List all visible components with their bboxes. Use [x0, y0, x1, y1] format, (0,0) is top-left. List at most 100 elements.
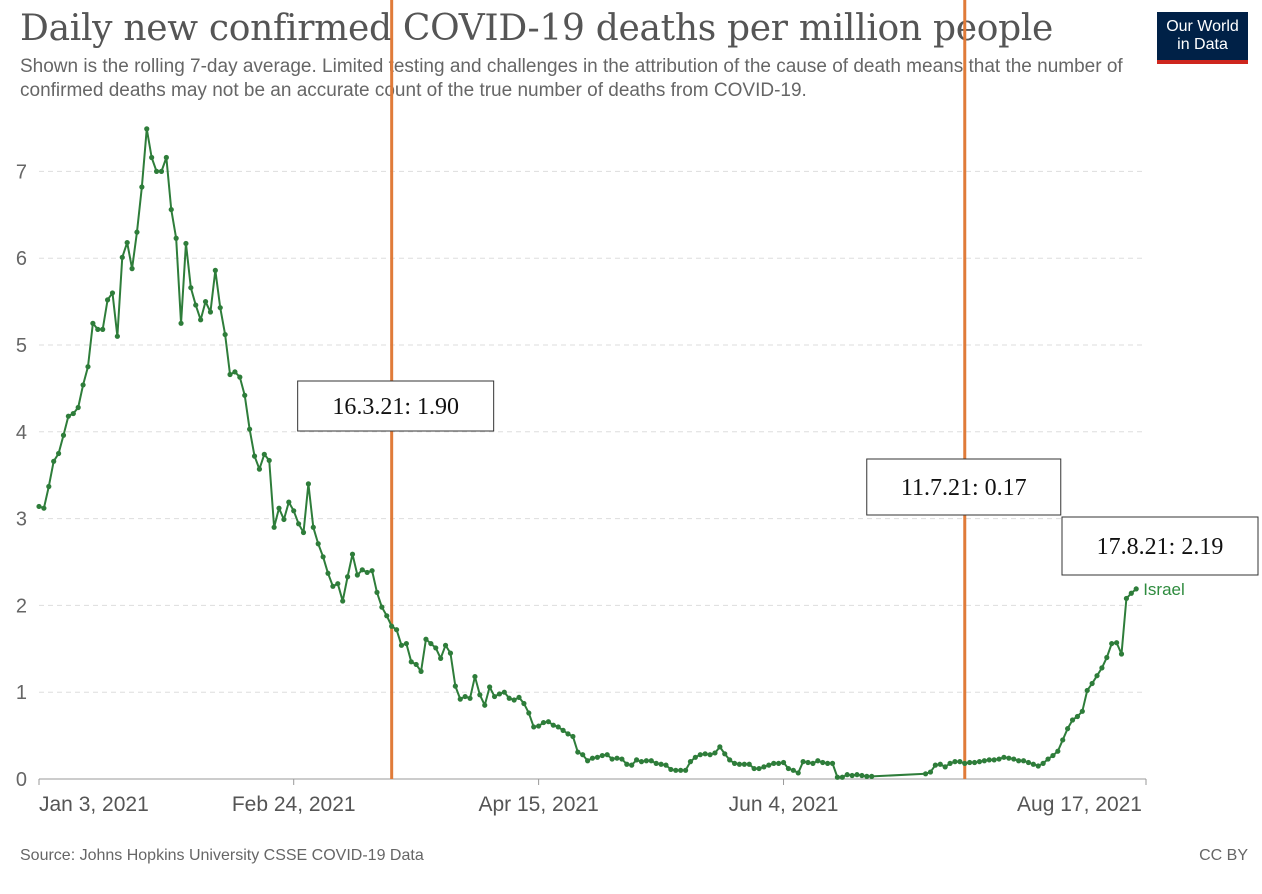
data-point[interactable]	[344, 574, 351, 580]
data-point[interactable]	[433, 645, 439, 651]
data-point[interactable]	[114, 333, 120, 339]
data-point[interactable]	[330, 583, 336, 589]
data-point[interactable]	[70, 410, 76, 417]
data-point[interactable]	[633, 757, 640, 763]
data-point[interactable]	[384, 613, 390, 619]
data-point[interactable]	[771, 760, 777, 766]
data-point[interactable]	[482, 702, 488, 708]
data-point[interactable]	[687, 759, 694, 765]
data-point[interactable]	[658, 761, 664, 767]
data-point[interactable]	[1016, 758, 1022, 764]
data-point[interactable]	[1094, 673, 1100, 679]
data-point[interactable]	[447, 650, 454, 656]
data-point[interactable]	[124, 239, 130, 246]
data-point[interactable]	[163, 154, 169, 161]
data-point[interactable]	[1079, 708, 1085, 714]
data-point[interactable]	[570, 733, 576, 740]
data-point[interactable]	[663, 762, 669, 768]
data-point[interactable]	[227, 371, 233, 378]
data-point[interactable]	[95, 326, 101, 332]
data-point[interactable]	[51, 458, 57, 464]
data-point[interactable]	[398, 642, 405, 648]
data-point[interactable]	[565, 731, 571, 737]
data-point[interactable]	[555, 724, 561, 730]
data-point[interactable]	[261, 451, 267, 457]
data-point[interactable]	[1069, 717, 1076, 723]
data-point[interactable]	[100, 326, 106, 332]
data-point[interactable]	[310, 524, 316, 530]
data-point[interactable]	[526, 710, 532, 716]
data-point[interactable]	[976, 759, 983, 765]
data-point[interactable]	[550, 722, 556, 728]
data-point[interactable]	[1060, 737, 1066, 743]
data-point[interactable]	[1128, 590, 1134, 596]
data-point[interactable]	[531, 724, 537, 730]
data-point[interactable]	[864, 773, 870, 780]
data-point[interactable]	[296, 521, 302, 527]
data-point[interactable]	[340, 598, 346, 604]
data-point[interactable]	[149, 154, 155, 161]
data-point[interactable]	[580, 752, 586, 758]
data-point[interactable]	[403, 640, 409, 647]
data-point[interactable]	[36, 503, 42, 510]
data-point[interactable]	[1118, 651, 1125, 657]
data-point[interactable]	[751, 765, 757, 772]
data-point[interactable]	[780, 759, 787, 766]
data-point[interactable]	[393, 627, 400, 633]
data-point[interactable]	[1045, 756, 1051, 762]
data-point[interactable]	[413, 661, 419, 668]
data-point[interactable]	[540, 719, 547, 726]
data-point[interactable]	[746, 761, 752, 767]
data-point[interactable]	[247, 426, 253, 432]
data-point[interactable]	[281, 516, 287, 523]
data-point[interactable]	[349, 551, 356, 557]
data-point[interactable]	[158, 168, 165, 174]
data-point[interactable]	[638, 759, 645, 765]
data-point[interactable]	[168, 206, 174, 213]
data-point[interactable]	[712, 750, 718, 756]
data-point[interactable]	[467, 695, 473, 701]
data-point[interactable]	[756, 765, 762, 772]
data-point[interactable]	[109, 290, 116, 296]
data-point[interactable]	[991, 757, 997, 763]
data-point[interactable]	[320, 554, 326, 560]
data-point[interactable]	[722, 751, 728, 757]
data-point[interactable]	[942, 764, 948, 770]
data-point[interactable]	[849, 772, 855, 779]
data-point[interactable]	[462, 693, 468, 700]
data-point[interactable]	[188, 285, 194, 291]
data-point[interactable]	[594, 754, 601, 760]
data-point[interactable]	[609, 756, 615, 762]
data-point[interactable]	[805, 759, 811, 766]
data-point[interactable]	[927, 769, 934, 775]
data-point[interactable]	[256, 466, 263, 472]
data-point[interactable]	[947, 760, 953, 766]
data-point[interactable]	[545, 719, 552, 725]
owid-logo[interactable]: Our World in Data	[1157, 12, 1248, 64]
data-point[interactable]	[1025, 759, 1032, 766]
data-point[interactable]	[829, 760, 836, 766]
data-point[interactable]	[776, 760, 782, 766]
data-point[interactable]	[452, 683, 458, 689]
data-point[interactable]	[599, 752, 605, 759]
data-point[interactable]	[986, 757, 992, 763]
license-link[interactable]: CC BY	[1199, 847, 1248, 864]
data-point[interactable]	[589, 755, 596, 761]
data-point[interactable]	[291, 508, 297, 514]
data-point[interactable]	[790, 767, 796, 773]
data-point[interactable]	[682, 767, 689, 773]
data-point[interactable]	[820, 759, 826, 766]
data-point[interactable]	[173, 235, 179, 241]
data-point[interactable]	[810, 760, 816, 766]
data-point[interactable]	[585, 758, 591, 764]
data-point[interactable]	[1011, 756, 1017, 762]
data-point[interactable]	[761, 764, 767, 770]
data-point[interactable]	[472, 673, 478, 680]
data-point[interactable]	[178, 320, 184, 326]
data-point[interactable]	[389, 623, 395, 629]
data-point[interactable]	[305, 481, 311, 487]
data-point[interactable]	[668, 766, 674, 773]
data-point[interactable]	[276, 505, 282, 511]
data-point[interactable]	[1123, 595, 1130, 602]
data-point[interactable]	[1055, 748, 1061, 754]
